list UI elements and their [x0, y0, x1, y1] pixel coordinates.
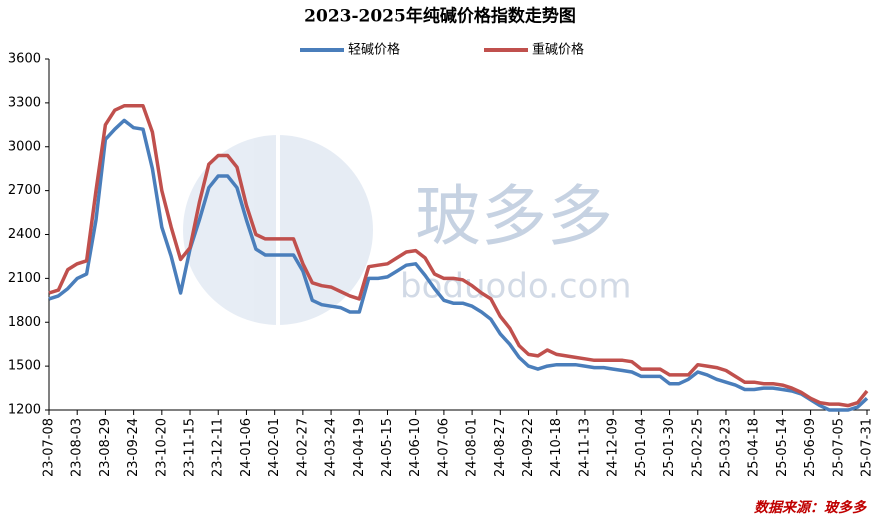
x-tick-label: 24-01-06 [239, 418, 254, 477]
x-tick-label: 25-01-30 [662, 418, 677, 477]
y-tick-label: 1500 [8, 359, 41, 374]
y-tick-label: 3300 [8, 95, 41, 110]
legend-label: 轻碱价格 [348, 42, 400, 58]
chart-title: 2023-2025年纯碱价格指数走势图 [304, 6, 576, 27]
x-tick-label: 25-05-14 [775, 418, 790, 477]
x-tick-label: 25-01-04 [634, 418, 649, 477]
x-tick-label: 23-08-03 [70, 418, 85, 477]
x-tick-label: 24-06-10 [408, 418, 423, 477]
y-tick-label: 2400 [8, 227, 41, 242]
watermark-logo [183, 135, 373, 325]
x-tick-label: 25-06-09 [803, 418, 818, 477]
x-tick-label: 23-10-20 [154, 418, 169, 477]
legend-label: 重碱价格 [532, 42, 584, 58]
x-tick-label: 25-07-31 [860, 418, 875, 477]
y-tick-label: 2700 [8, 183, 41, 198]
x-tick-label: 25-02-25 [690, 418, 705, 477]
x-tick-label: 24-07-06 [436, 418, 451, 477]
x-tick-label: 23-11-15 [183, 418, 198, 477]
x-tick-label: 25-04-18 [747, 418, 762, 477]
x-tick-label: 24-08-01 [465, 418, 480, 477]
y-tick-label: 2100 [8, 271, 41, 286]
x-tick-label: 24-04-19 [352, 418, 367, 477]
source-note: 数据来源：玻多多 [754, 499, 867, 516]
x-tick-label: 24-03-24 [324, 418, 339, 477]
x-tick-label: 24-11-13 [577, 418, 592, 477]
y-tick-label: 1800 [8, 315, 41, 330]
x-tick-label: 24-12-09 [606, 418, 621, 477]
y-tick-label: 1200 [8, 403, 41, 418]
watermark-text: 玻多多 [415, 178, 613, 255]
series-line [48, 118, 869, 412]
x-tick-label: 24-02-27 [295, 418, 310, 477]
x-tick-label: 23-08-29 [98, 418, 113, 477]
x-tick-label: 24-08-27 [493, 418, 508, 477]
x-tick-label: 23-07-08 [42, 418, 57, 477]
y-tick-label: 3000 [8, 139, 41, 154]
x-tick-label: 25-03-23 [718, 418, 733, 477]
x-tick-label: 23-09-24 [126, 418, 141, 477]
x-tick-label: 24-10-18 [549, 418, 564, 477]
x-tick-label: 25-07-05 [831, 418, 846, 477]
x-tick-label: 24-02-01 [267, 418, 282, 477]
x-tick-label: 24-09-22 [521, 418, 536, 477]
y-tick-label: 3600 [8, 52, 41, 67]
x-tick-label: 23-12-11 [211, 418, 226, 477]
watermark-url: boduodo.com [400, 267, 632, 307]
x-tick-label: 24-05-15 [380, 418, 395, 477]
series-line [48, 104, 869, 408]
